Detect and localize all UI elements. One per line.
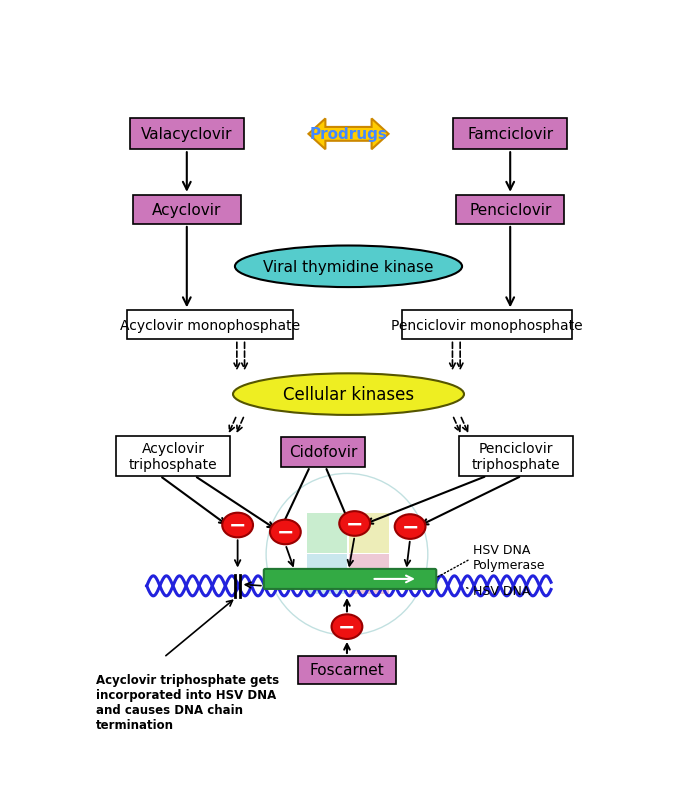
Ellipse shape — [332, 614, 362, 639]
Text: Penciclovir monophosphate: Penciclovir monophosphate — [391, 318, 583, 332]
Text: Viral thymidine kinase: Viral thymidine kinase — [263, 260, 434, 274]
Text: −: − — [229, 516, 246, 536]
FancyBboxPatch shape — [453, 119, 567, 150]
FancyBboxPatch shape — [281, 438, 365, 467]
Text: −: − — [346, 514, 363, 534]
FancyBboxPatch shape — [403, 311, 572, 340]
Text: Acyclovir: Acyclovir — [152, 203, 222, 217]
Bar — [348, 555, 388, 594]
Bar — [348, 513, 388, 553]
Text: Foscarnet: Foscarnet — [309, 662, 384, 678]
Text: Penciclovir: Penciclovir — [469, 203, 551, 217]
Ellipse shape — [235, 246, 462, 288]
Text: Acyclovir monophosphate: Acyclovir monophosphate — [120, 318, 300, 332]
Text: HSV DNA: HSV DNA — [466, 584, 530, 597]
FancyBboxPatch shape — [456, 196, 564, 225]
Text: Acyclovir triphosphate gets
incorporated into HSV DNA
and causes DNA chain
termi: Acyclovir triphosphate gets incorporated… — [96, 673, 279, 731]
FancyBboxPatch shape — [130, 119, 244, 150]
Text: Famciclovir: Famciclovir — [467, 128, 554, 142]
Text: Prodrugs: Prodrugs — [309, 128, 388, 142]
FancyBboxPatch shape — [298, 656, 396, 684]
Ellipse shape — [233, 374, 464, 415]
Text: HSV DNA
Polymerase: HSV DNA Polymerase — [437, 544, 546, 578]
FancyBboxPatch shape — [127, 311, 292, 340]
Text: Acyclovir
triphosphate: Acyclovir triphosphate — [129, 441, 217, 472]
FancyBboxPatch shape — [264, 569, 437, 589]
FancyBboxPatch shape — [133, 196, 241, 225]
Ellipse shape — [339, 512, 370, 536]
Ellipse shape — [222, 513, 253, 537]
FancyBboxPatch shape — [116, 436, 230, 476]
Polygon shape — [309, 119, 388, 150]
Text: Cidofovir: Cidofovir — [289, 445, 357, 460]
FancyBboxPatch shape — [458, 436, 573, 476]
Text: −: − — [277, 522, 294, 542]
Ellipse shape — [394, 515, 426, 539]
Bar — [307, 513, 347, 553]
Ellipse shape — [270, 520, 301, 545]
Text: −: − — [401, 517, 419, 537]
Text: Penciclovir
triphosphate: Penciclovir triphosphate — [471, 441, 560, 472]
Text: −: − — [338, 617, 356, 637]
Text: Cellular kinases: Cellular kinases — [283, 386, 414, 403]
Bar — [307, 555, 347, 594]
Text: Valacyclovir: Valacyclovir — [141, 128, 233, 142]
